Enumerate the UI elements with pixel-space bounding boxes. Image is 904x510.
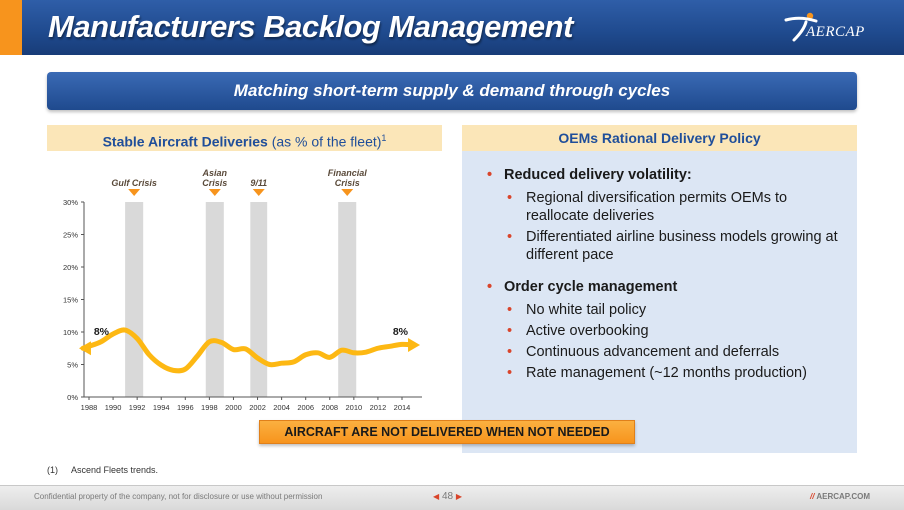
y-tick-label: 20% [63, 263, 78, 272]
callout-box: AIRCRAFT ARE NOT DELIVERED WHEN NOT NEED… [259, 420, 635, 444]
x-tick-label: 2012 [370, 403, 387, 412]
aercap-logo: AERCAP [778, 10, 868, 46]
x-tick-label: 2014 [394, 403, 411, 412]
crisis-label: Crisis [202, 178, 227, 188]
logo-text: AERCAP [806, 24, 865, 41]
footer-bar: Confidential property of the company, no… [0, 485, 904, 510]
x-tick-label: 1988 [81, 403, 98, 412]
confidential-notice: Confidential property of the company, no… [34, 492, 322, 501]
y-tick-label: 30% [63, 198, 78, 207]
bullet-item: Continuous advancement and deferrals [484, 343, 849, 361]
y-tick-label: 10% [63, 328, 78, 337]
crisis-band [338, 202, 356, 397]
line-start-arrow [79, 341, 91, 355]
crisis-label: Gulf Crisis [111, 178, 157, 188]
bullet-item: No white tail policy [484, 301, 849, 319]
crisis-marker [341, 189, 353, 196]
website: // AERCAP.COM [810, 492, 870, 501]
chart-title-bold: Stable Aircraft Deliveries [103, 134, 268, 150]
policy-bullets: Reduced delivery volatility: Regional di… [484, 167, 849, 385]
bullet-item: Differentiated airline business models g… [484, 228, 849, 264]
crisis-marker [253, 189, 265, 196]
footnote: (1) Ascend Fleets trends. [47, 465, 158, 475]
bullet-item: Regional diversification permits OEMs to… [484, 189, 849, 225]
crisis-label: 9/11 [250, 178, 267, 188]
crisis-band [206, 202, 224, 397]
next-page-icon[interactable]: ▶ [456, 492, 462, 501]
chart-title-rest: (as % of the fleet) [272, 134, 382, 150]
subtitle-banner: Matching short-term supply & demand thro… [47, 72, 857, 110]
crisis-band [250, 202, 267, 397]
x-tick-label: 2008 [321, 403, 338, 412]
x-tick-label: 2000 [225, 403, 242, 412]
bullet-heading: Order cycle management [484, 279, 849, 295]
bullet-heading: Reduced delivery volatility: [484, 167, 849, 183]
bullet-item: Active overbooking [484, 322, 849, 340]
x-tick-label: 1992 [129, 403, 146, 412]
x-tick-label: 1998 [201, 403, 218, 412]
deliveries-chart-panel: Stable Aircraft Deliveries (as % of the … [47, 125, 442, 453]
crisis-marker [209, 189, 221, 196]
y-tick-label: 15% [63, 296, 78, 305]
data-label: 8% [393, 326, 409, 338]
page-number-text: 48 [442, 491, 453, 502]
x-tick-label: 2004 [273, 403, 290, 412]
chart-panel-title: Stable Aircraft Deliveries (as % of the … [47, 125, 442, 151]
crisis-label: Financial [328, 168, 368, 178]
x-tick-label: 2010 [346, 403, 363, 412]
x-tick-label: 2002 [249, 403, 266, 412]
bullet-item: Rate management (~12 months production) [484, 364, 849, 382]
x-tick-label: 2006 [297, 403, 314, 412]
website-text: AERCAP.COM [816, 492, 870, 501]
crisis-band [125, 202, 143, 397]
y-tick-label: 5% [67, 361, 78, 370]
website-mark: // [810, 492, 814, 501]
crisis-label: Crisis [335, 178, 360, 188]
crisis-marker [128, 189, 140, 196]
policy-panel-title: OEMs Rational Delivery Policy [462, 125, 857, 151]
x-tick-label: 1994 [153, 403, 170, 412]
y-tick-label: 25% [63, 231, 78, 240]
chart-title-footnote-ref: 1 [381, 133, 386, 143]
header-bar: Manufacturers Backlog Management AERCAP [0, 0, 904, 55]
line-end-arrow [408, 338, 420, 352]
chart-area: Gulf Crisis Asian Crisis 9/11 Financial Crisi… [47, 151, 442, 453]
data-label: 8% [94, 326, 110, 338]
x-tick-label: 1996 [177, 403, 194, 412]
y-tick-label: 0% [67, 393, 78, 402]
delivery-policy-panel: OEMs Rational Delivery Policy Reduced de… [462, 125, 857, 453]
page-number: ◀ 48 ▶ [433, 491, 462, 502]
footnote-text: Ascend Fleets trends. [71, 465, 158, 475]
crisis-label: Asian [202, 168, 228, 178]
footnote-number: (1) [47, 465, 69, 475]
prev-page-icon[interactable]: ◀ [433, 492, 439, 501]
page-title: Manufacturers Backlog Management [48, 9, 573, 45]
x-tick-label: 1990 [105, 403, 122, 412]
